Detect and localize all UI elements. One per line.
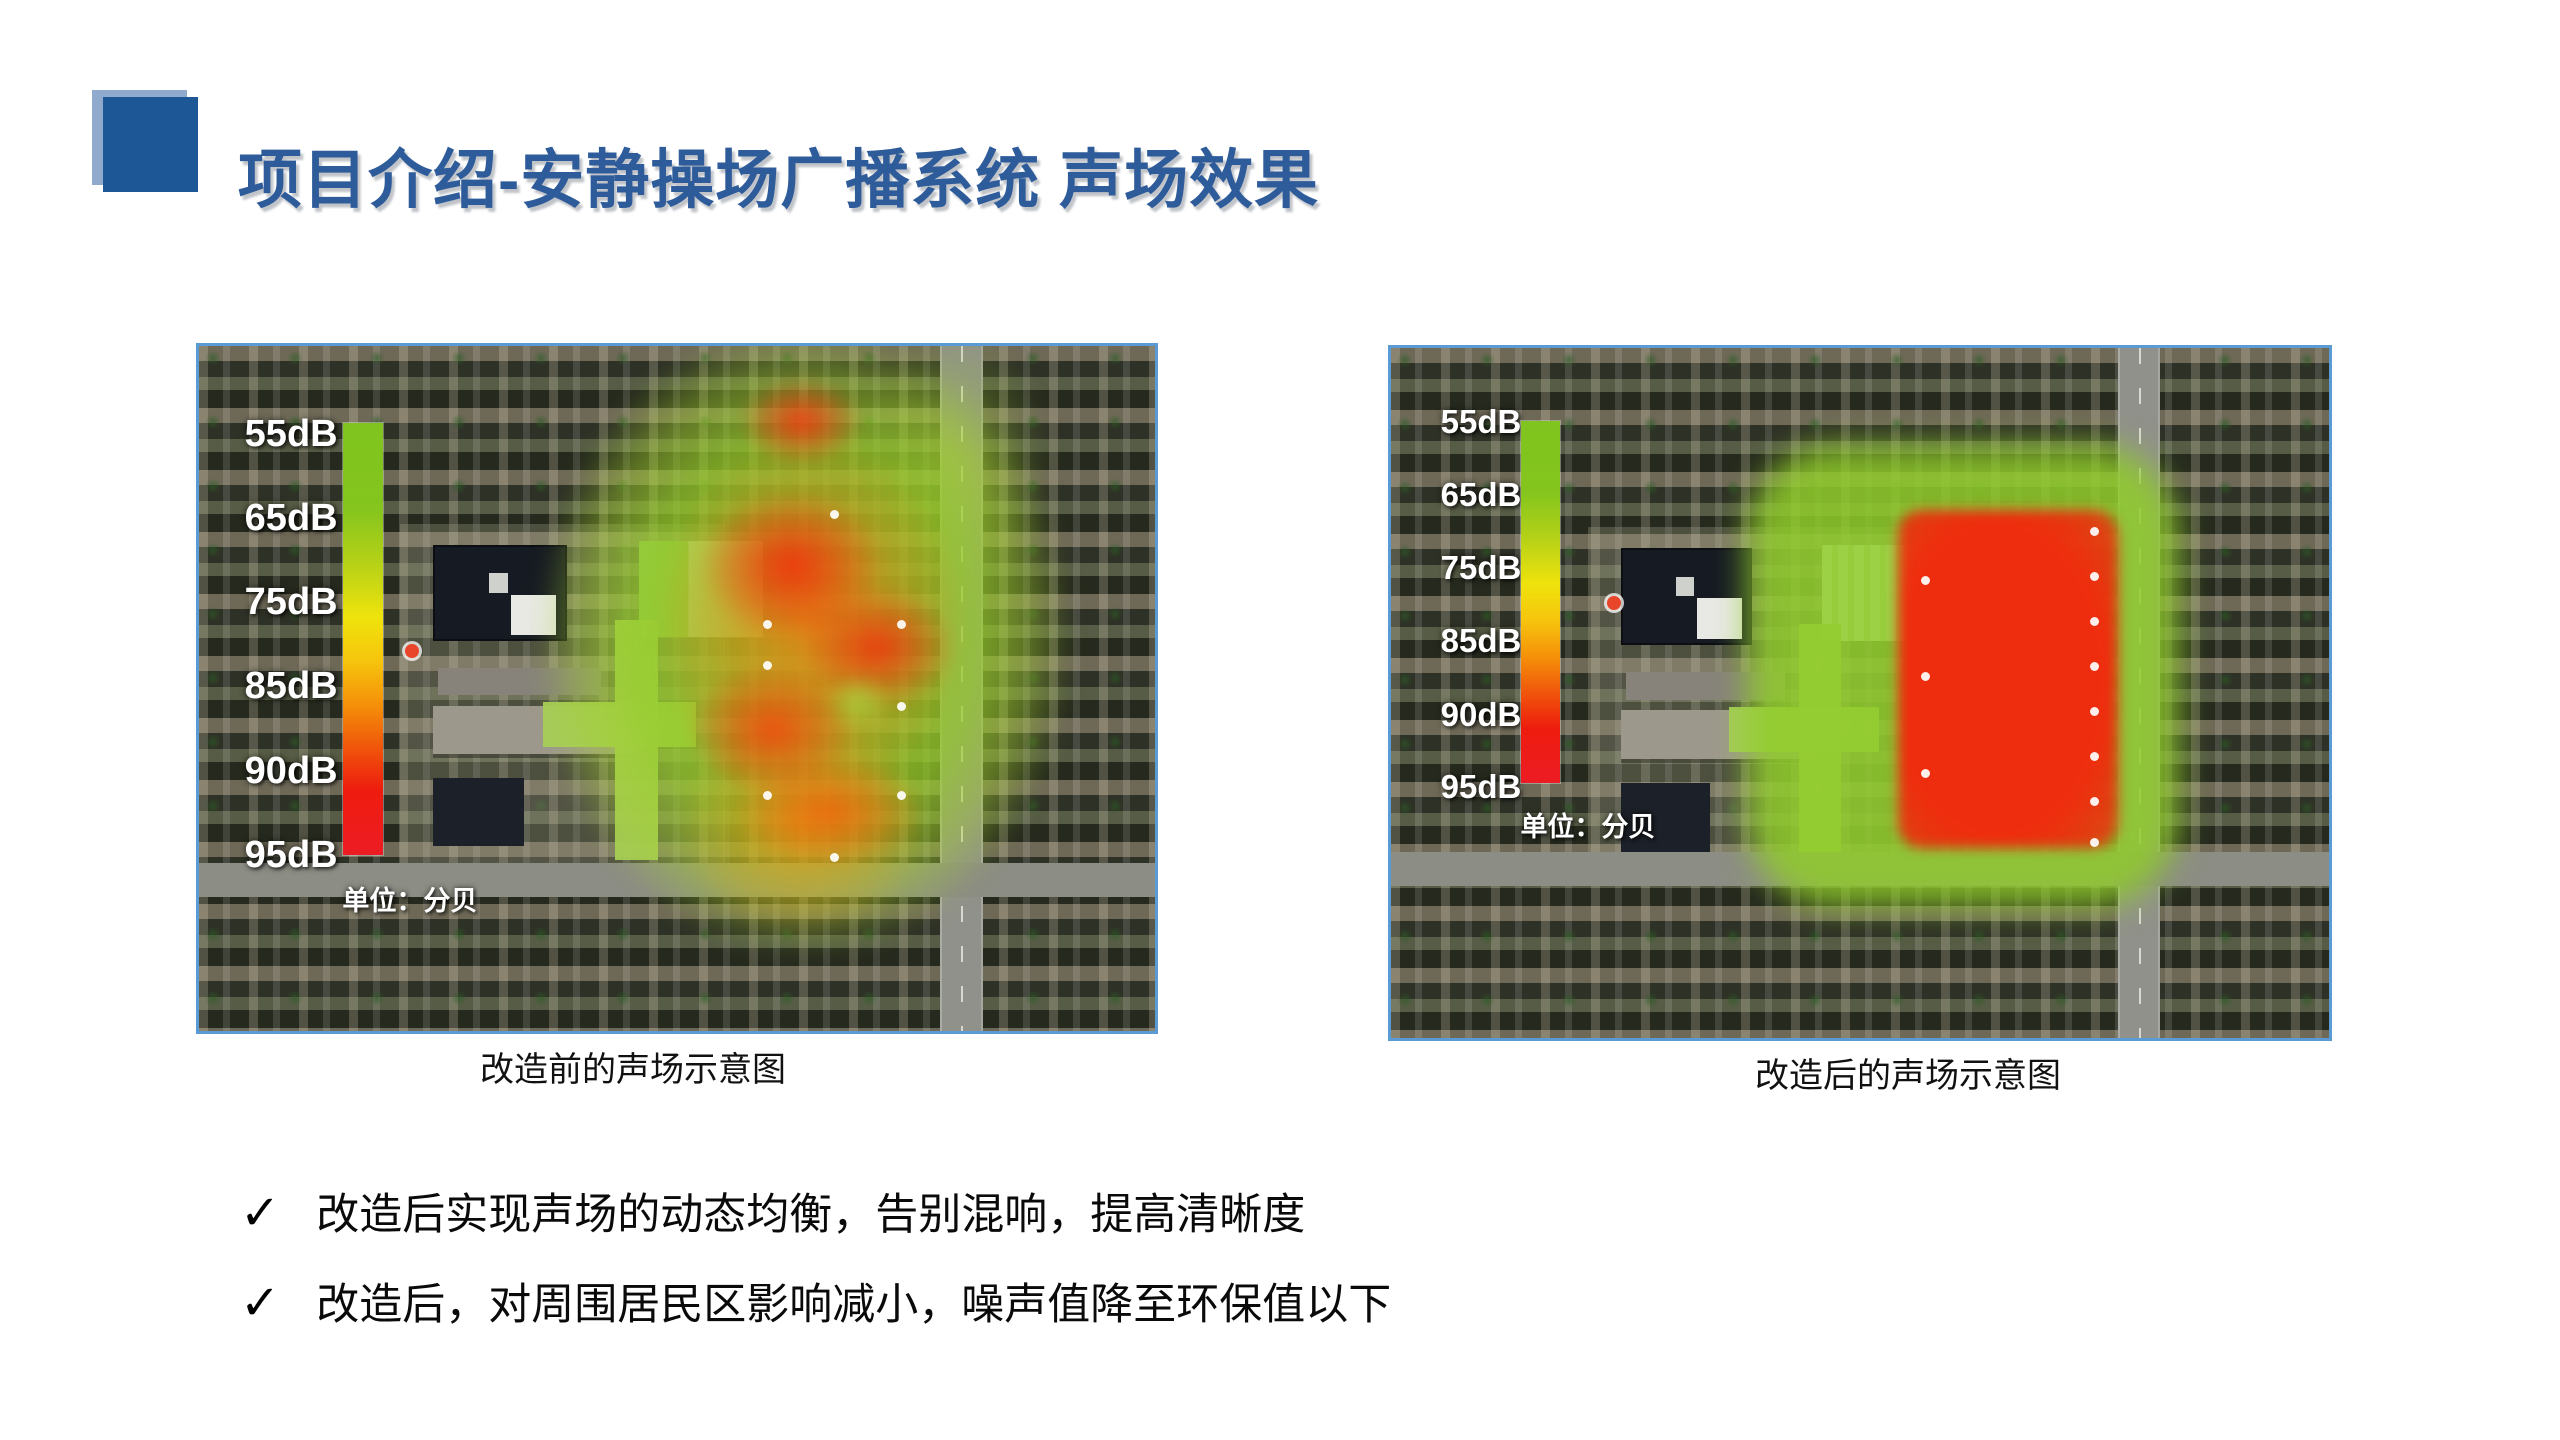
- caption-after: 改造后的声场示意图: [1755, 1057, 2061, 1095]
- bullet-text: 改造后实现声场的动态均衡，告别混响，提高清晰度: [316, 1191, 1306, 1239]
- map-pin-icon: [1606, 596, 1621, 611]
- building-roof-detail: [1696, 598, 1742, 639]
- legend-tick: 95dB: [1440, 767, 1522, 805]
- checkmark-icon: ✓: [240, 1187, 281, 1240]
- list-item: ✓ 改造后实现声场的动态均衡，告别混响，提高清晰度: [240, 1186, 1391, 1244]
- road: [2117, 348, 2161, 1038]
- map-pin-icon: [404, 643, 419, 658]
- bullet-list: ✓ 改造后实现声场的动态均衡，告别混响，提高清晰度 ✓ 改造后，对周围居民区影响…: [240, 1186, 1391, 1366]
- sound-field-map-after: 55dB 65dB 75dB 85dB 90dB 95dB 单位：分贝: [1388, 345, 2332, 1041]
- legend-unit-label: 单位：分贝: [342, 885, 478, 916]
- building: [1728, 706, 1879, 752]
- building: [1620, 782, 1710, 852]
- road: [939, 346, 983, 1031]
- building-roof-detail: [510, 594, 557, 635]
- building: [433, 544, 568, 641]
- legend-tick: 75dB: [244, 581, 338, 624]
- legend-tick: 55dB: [244, 412, 338, 455]
- road: [1391, 851, 2329, 887]
- building-roof-detail: [489, 573, 509, 593]
- legend-tick: 55dB: [1440, 402, 1522, 440]
- legend-tick: 90dB: [1440, 696, 1522, 734]
- building: [1625, 672, 1785, 700]
- legend-tick: 65dB: [1440, 475, 1522, 513]
- bullet-text: 改造后，对周围居民区影响减小，噪声值降至环保值以下: [316, 1281, 1392, 1329]
- caption-before: 改造前的声场示意图: [480, 1051, 786, 1089]
- legend-tick: 95dB: [244, 833, 338, 876]
- building: [543, 702, 697, 747]
- legend-tick: 85dB: [1440, 622, 1522, 660]
- legend-color-bar: [343, 422, 383, 855]
- building: [438, 667, 601, 696]
- building-roof-detail: [1675, 577, 1695, 597]
- building: [1620, 548, 1753, 645]
- legend-tick: 65dB: [244, 496, 338, 539]
- checkmark-icon: ✓: [240, 1277, 281, 1330]
- legend-tick: 75dB: [1440, 549, 1522, 587]
- building: [433, 777, 525, 847]
- list-item: ✓ 改造后，对周围居民区影响减小，噪声值降至环保值以下: [240, 1276, 1391, 1334]
- legend-color-bar: [1521, 421, 1560, 783]
- legend-tick: 90dB: [244, 749, 338, 792]
- legend-unit-label: 单位：分贝: [1520, 811, 1656, 842]
- legend-tick: 85dB: [244, 665, 338, 708]
- title-accent-square-dark: [103, 97, 198, 192]
- page-title: 项目介绍-安静操场广播系统 声场效果: [238, 143, 1320, 216]
- sound-field-map-before: 55dB 65dB 75dB 85dB 90dB 95dB 单位：分贝: [196, 343, 1158, 1034]
